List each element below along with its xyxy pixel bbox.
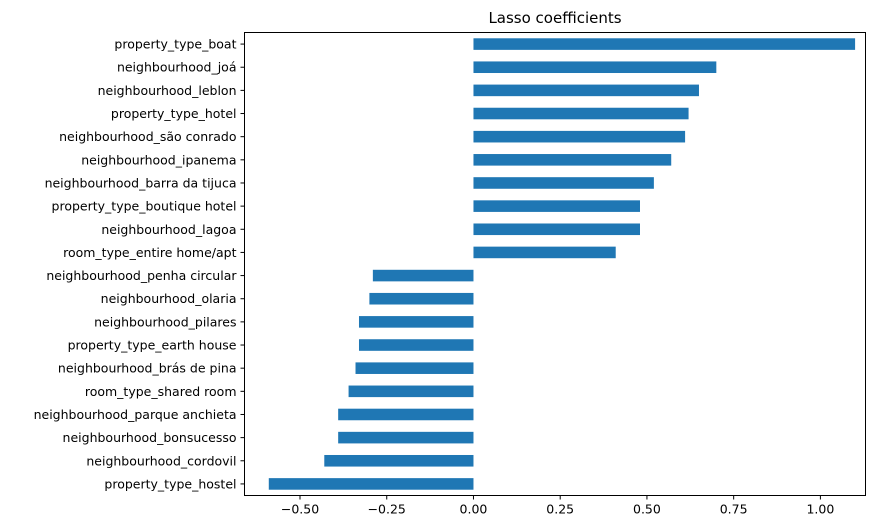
bar [473, 61, 717, 74]
bar [473, 200, 640, 212]
bar [473, 177, 654, 189]
y-tick-label: property_type_boutique hotel [52, 199, 237, 214]
plot-frame [244, 32, 866, 496]
bar [473, 246, 616, 259]
chart-title: Lasso coefficients [488, 9, 621, 27]
x-tick-label: 0.00 [460, 502, 488, 517]
y-tick-label: neighbourhood_brás de pina [58, 361, 237, 376]
y-tick-label: neighbourhood_ipanema [81, 152, 236, 167]
x-tick-label: −0.50 [281, 502, 319, 517]
bar [338, 408, 474, 421]
y-tick-label: property_type_boat [114, 37, 236, 52]
y-tick-label: neighbourhood_joá [117, 60, 237, 75]
x-tick-label: −0.25 [368, 502, 406, 517]
x-axis-ticks: −0.50 −0.25 0.00 0.25 0.50 0.75 1.00 [281, 495, 834, 517]
bar [372, 269, 474, 282]
y-tick-label: room_type_entire home/apt [63, 245, 237, 260]
bar [473, 154, 672, 166]
y-tick-label: neighbourhood_leblon [98, 83, 237, 98]
bar [473, 38, 856, 50]
bar [358, 339, 474, 351]
y-tick-label: property_type_hotel [111, 106, 237, 121]
y-tick-label: neighbourhood_bonsucesso [63, 430, 237, 445]
x-tick-label: 0.25 [546, 502, 574, 517]
bar [355, 362, 474, 374]
x-tick-label: 1.00 [806, 502, 834, 517]
y-tick-label: neighbourhood_pilares [94, 314, 236, 329]
bar [348, 385, 474, 398]
x-tick-label: 0.50 [633, 502, 661, 517]
y-tick-label: property_type_hostel [104, 476, 236, 491]
y-tick-label: neighbourhood_penha circular [46, 268, 237, 283]
x-tick-label: 0.75 [720, 502, 748, 517]
y-tick-label: neighbourhood_lagoa [101, 222, 236, 237]
y-axis-ticks: property_type_boat neighbourhood_joáneigh… [34, 37, 245, 491]
bar [369, 292, 474, 305]
y-tick-label: room_type_shared room [85, 384, 237, 399]
y-tick-label: neighbourhood_são conrado [59, 129, 236, 144]
bar [338, 431, 474, 444]
bar [473, 107, 689, 120]
bars-group [268, 38, 856, 490]
y-tick-label: property_type_earth house [68, 338, 237, 353]
bar [473, 130, 686, 143]
y-tick-label: neighbourhood_parque anchieta [34, 407, 237, 422]
y-tick-label: neighbourhood_cordovil [86, 453, 236, 468]
y-tick-label: neighbourhood_olaria [101, 291, 237, 306]
bar [473, 84, 699, 97]
bar [358, 316, 474, 328]
bar [473, 223, 640, 236]
bar [268, 478, 474, 490]
bar [324, 454, 474, 467]
y-tick-label: neighbourhood_barra da tijuca [45, 175, 237, 190]
